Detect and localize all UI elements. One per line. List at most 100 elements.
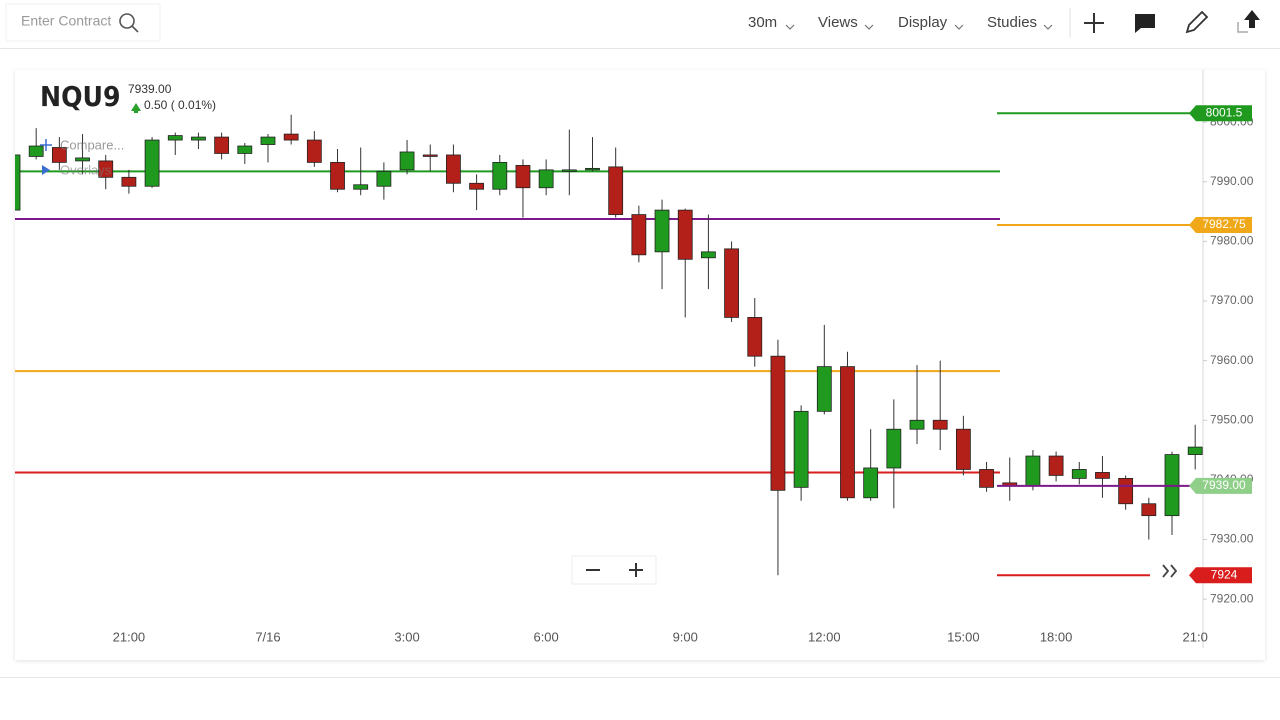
- menu-chevrons: [785, 24, 1053, 30]
- candle-body: [677, 209, 693, 260]
- overlays-menu[interactable]: Overlays: [60, 162, 112, 177]
- x-tick-label: 15:00: [947, 629, 980, 644]
- candle-body: [98, 160, 114, 178]
- candle-body: [886, 428, 902, 469]
- candle-body: [1141, 503, 1157, 517]
- price-change: 0.50 ( 0.01%): [144, 98, 216, 112]
- candle-body: [724, 248, 739, 318]
- candle-body: [793, 410, 809, 488]
- candle-body: [330, 162, 345, 190]
- candle-body: [376, 170, 392, 187]
- candle-body: [214, 136, 230, 154]
- candle-body: [306, 139, 322, 163]
- candle-body: [538, 169, 554, 189]
- price-tag-label: 7939.00: [1202, 478, 1246, 492]
- menu-views[interactable]: Views: [818, 14, 858, 31]
- candle-body: [492, 162, 508, 190]
- candle-body: [167, 135, 183, 141]
- candle-body: [608, 166, 624, 215]
- price-tag-label: 7924: [1211, 567, 1238, 581]
- y-tick-label: 7960.00: [1210, 353, 1254, 367]
- candle-body: [144, 139, 160, 187]
- menu-display[interactable]: Display: [898, 14, 948, 31]
- candle-body: [469, 182, 485, 190]
- x-tick-label: 9:00: [673, 629, 698, 644]
- candle-body: [840, 366, 855, 499]
- add-icon[interactable]: [1084, 13, 1104, 33]
- y-tick-label: 7980.00: [1210, 234, 1254, 248]
- draw-icon[interactable]: [1185, 10, 1209, 34]
- candle-body: [747, 317, 763, 357]
- price-tag: [1189, 217, 1252, 234]
- x-tick-label: 6:00: [533, 629, 558, 644]
- price-tag-label: 7982.75: [1202, 217, 1246, 231]
- candle-body: [28, 145, 44, 157]
- x-tick-label: 21:0: [1183, 629, 1208, 644]
- candle-body: [816, 366, 832, 412]
- candle-body: [654, 209, 670, 253]
- candle-body: [932, 419, 948, 430]
- candle-body: [955, 428, 971, 470]
- x-tick-label: 18:00: [1040, 629, 1073, 644]
- y-tick-label: 7930.00: [1210, 532, 1254, 546]
- candle-body: [237, 145, 253, 154]
- zoom-box: [571, 555, 657, 585]
- candle-body: [909, 419, 925, 430]
- share-icon[interactable]: [1237, 10, 1260, 33]
- price-tag: [1189, 567, 1252, 584]
- price-tag: [1189, 477, 1252, 494]
- candle-body: [283, 133, 299, 141]
- candle-body: [15, 154, 21, 211]
- candle-body: [701, 251, 716, 259]
- candle-body: [75, 157, 90, 162]
- candle-body: [446, 154, 461, 184]
- y-tick-label: 7970.00: [1210, 293, 1254, 307]
- menu-interval[interactable]: 30m: [748, 14, 777, 31]
- compare-menu[interactable]: Compare...: [60, 137, 124, 152]
- candle-body: [585, 167, 600, 171]
- candle-body: [260, 136, 276, 145]
- candle-body: [631, 214, 647, 256]
- candle-body: [191, 136, 206, 141]
- symbol: NQU9: [40, 80, 120, 113]
- candle-body: [399, 151, 415, 171]
- candle-body: [1187, 446, 1203, 455]
- x-tick-label: 3:00: [394, 629, 419, 644]
- x-tick-label: 12:00: [808, 629, 841, 644]
- candle-body: [1095, 472, 1110, 479]
- zoom-in[interactable]: [629, 563, 643, 577]
- candle-body: [979, 469, 994, 488]
- candle-body: [1118, 478, 1134, 505]
- overlays-icon[interactable]: [42, 165, 50, 175]
- search-icon[interactable]: [119, 13, 139, 33]
- y-tick-label: 7950.00: [1210, 412, 1254, 426]
- axes: 7920.007930.007940.007950.007960.007970.…: [113, 105, 1254, 644]
- candle-body: [863, 467, 879, 499]
- comment-icon[interactable]: [1135, 14, 1155, 33]
- candle-body: [422, 154, 438, 157]
- x-tick-label: 7/16: [255, 629, 280, 644]
- candle-body: [1048, 455, 1064, 476]
- price-tag: [1189, 105, 1252, 122]
- search-placeholder[interactable]: Enter Contract: [21, 13, 111, 29]
- y-tick-label: 7990.00: [1210, 174, 1254, 188]
- price-tag-label: 8001.5: [1206, 105, 1243, 119]
- candle-body: [1025, 455, 1041, 487]
- candle-body: [51, 147, 67, 163]
- candle-body: [515, 164, 531, 189]
- plot: [15, 114, 1203, 576]
- up-arrow: [131, 103, 141, 113]
- candle-body: [353, 184, 369, 190]
- last-price: 7939.00: [128, 82, 172, 96]
- candle-body: [770, 355, 786, 491]
- menu-studies[interactable]: Studies: [987, 14, 1037, 31]
- y-tick-label: 7920.00: [1210, 591, 1254, 605]
- candle-body: [561, 169, 577, 172]
- toolbar: [0, 0, 1280, 48]
- compare-icon[interactable]: [40, 139, 52, 151]
- candle-body: [121, 176, 137, 187]
- candle-body: [1071, 469, 1087, 479]
- scroll-end[interactable]: [1162, 564, 1178, 578]
- x-tick-label: 21:00: [113, 629, 146, 644]
